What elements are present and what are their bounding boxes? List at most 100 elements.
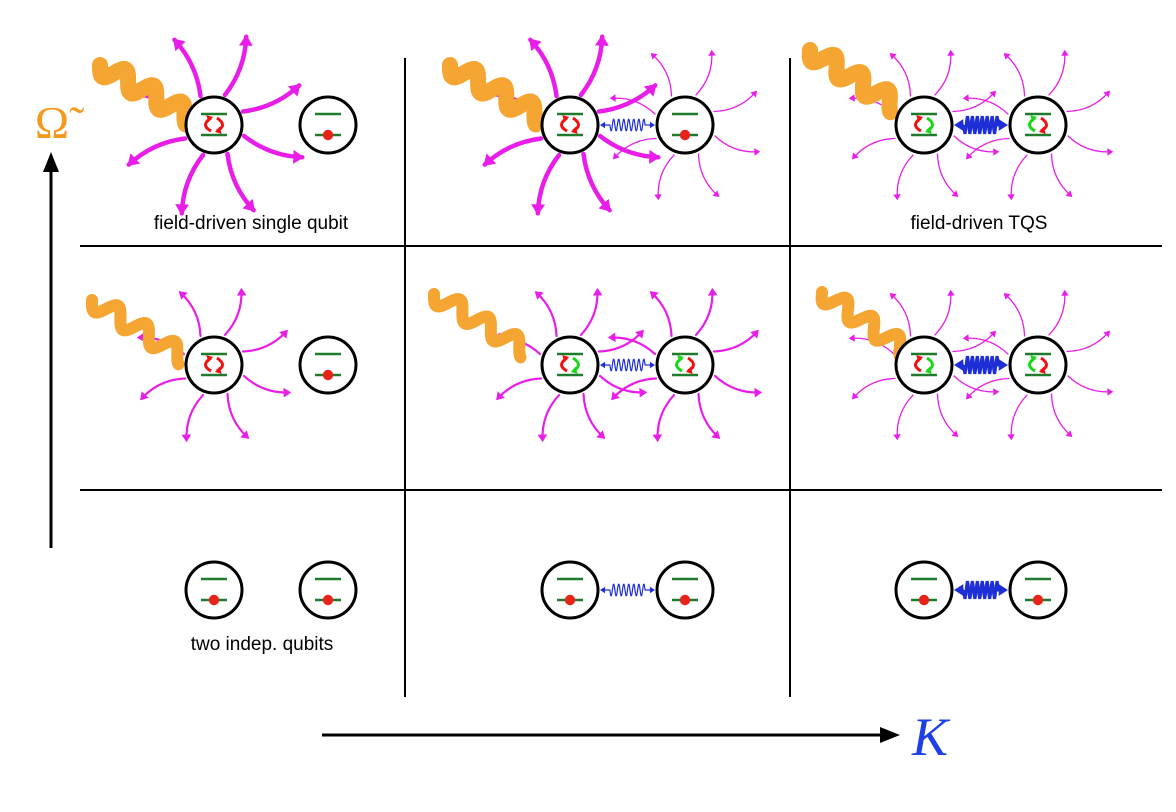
qubit-1 xyxy=(184,95,244,155)
spring-line xyxy=(604,118,651,132)
emission-ray xyxy=(579,288,599,337)
emission-arrowhead xyxy=(1103,330,1111,338)
emission-arrowhead xyxy=(962,94,969,102)
qubit-1 xyxy=(184,335,244,395)
emission-arrowhead xyxy=(707,287,718,296)
qubit-1 xyxy=(184,560,244,620)
emission-arrowhead xyxy=(531,204,546,216)
electron xyxy=(1032,594,1044,606)
label-field-driven-single-qubit: field-driven single qubit xyxy=(154,213,349,234)
emission-ray xyxy=(713,91,757,113)
y-axis-label: Ω̃ xyxy=(35,97,84,148)
emission-arrowhead xyxy=(989,330,997,338)
emission-ray xyxy=(952,91,996,113)
rabi-arrowhead xyxy=(1039,366,1046,374)
rabi-arrowhead xyxy=(571,126,578,134)
panel-mid-right xyxy=(815,286,1114,441)
rabi-arrowhead xyxy=(215,126,222,134)
emission-ray xyxy=(714,135,759,153)
qubit-circle xyxy=(655,335,715,395)
rabi-arrowhead xyxy=(1039,126,1046,134)
emission-arrowhead xyxy=(848,94,855,102)
emission-ray xyxy=(890,293,912,337)
qubit-circle xyxy=(655,560,715,620)
rabi-arrowhead xyxy=(916,115,923,123)
qubit-1 xyxy=(894,335,954,395)
emission-arrowhead xyxy=(993,148,1000,156)
qubit-circle xyxy=(894,335,954,395)
emission-arrowhead xyxy=(889,292,897,300)
emission-arrowhead xyxy=(1007,194,1015,201)
coupling-arrowhead-right xyxy=(649,121,655,129)
electron xyxy=(918,594,930,606)
emission-ray xyxy=(952,331,996,353)
qubit-2 xyxy=(655,95,715,155)
emission-ray xyxy=(650,291,673,338)
coupling-arrowhead-right xyxy=(649,361,655,369)
coupling-spring xyxy=(954,115,1008,135)
spring-line xyxy=(604,583,651,597)
rabi-arrowhead xyxy=(571,366,578,374)
emission-arrowhead xyxy=(172,38,186,52)
emission-arrowhead xyxy=(650,52,658,60)
coupling-arrowhead-left xyxy=(600,586,606,594)
emission-arrowhead xyxy=(711,430,721,439)
emission-arrowhead xyxy=(293,149,305,164)
qubit-circle xyxy=(184,335,244,395)
emission-q2 xyxy=(607,287,763,443)
qubit-circle xyxy=(298,95,358,155)
emission-ray xyxy=(242,374,291,394)
emission-ray xyxy=(953,135,998,153)
qubit-2 xyxy=(655,335,715,395)
emission-ray xyxy=(1066,91,1110,113)
electron xyxy=(208,594,220,606)
emission-ray xyxy=(1004,293,1026,337)
emission-arrowhead xyxy=(287,83,301,97)
emission-ray xyxy=(1050,393,1072,437)
emission-arrowhead xyxy=(649,291,659,300)
emission-arrowhead xyxy=(962,334,969,342)
electron xyxy=(322,369,334,381)
panel-bot-left xyxy=(184,560,358,620)
emission-arrowhead xyxy=(639,387,648,398)
emission-arrowhead xyxy=(1061,49,1069,56)
emission-ray xyxy=(1050,153,1072,197)
emission-arrowhead xyxy=(483,153,497,167)
emission-arrowhead xyxy=(654,194,662,201)
emission-arrowhead xyxy=(1065,190,1073,198)
emission-ray xyxy=(934,291,952,336)
emission-ray xyxy=(241,330,288,353)
emission-arrowhead xyxy=(1107,148,1114,156)
photon-drive xyxy=(85,294,185,371)
emission-arrowhead xyxy=(598,198,612,212)
photon-drive xyxy=(428,288,527,364)
coupling-spring xyxy=(600,358,655,372)
emission-arrowhead xyxy=(236,287,247,296)
emission-arrowhead xyxy=(643,83,657,97)
emission-arrowhead xyxy=(127,153,141,167)
coupling-arrowhead-left xyxy=(600,361,606,369)
emission-arrowhead xyxy=(848,334,855,342)
rabi-arrowhead xyxy=(1030,355,1037,363)
emission-arrowhead xyxy=(1007,434,1015,441)
panel-mid-mid xyxy=(428,287,763,443)
qubit-1 xyxy=(540,95,600,155)
emission-ray xyxy=(694,288,714,337)
emission-arrowhead xyxy=(947,49,955,56)
emission-arrowhead xyxy=(652,434,663,443)
qubit-2 xyxy=(655,560,715,620)
qubit-1 xyxy=(540,560,600,620)
emission-arrowhead xyxy=(283,387,292,398)
emission-ray xyxy=(657,154,675,199)
electron xyxy=(564,594,576,606)
coupling-arrowhead-left xyxy=(954,119,964,131)
emission-arrowhead xyxy=(1003,52,1011,60)
emission-ray xyxy=(1010,394,1028,439)
emission-ray xyxy=(1004,53,1026,97)
emission-arrowhead xyxy=(635,329,644,339)
emission-ray xyxy=(1066,331,1110,353)
qubit-circle xyxy=(540,560,600,620)
emission-arrowhead xyxy=(594,34,609,46)
emission-arrowhead xyxy=(1103,90,1111,98)
emission-arrowhead xyxy=(754,148,761,156)
